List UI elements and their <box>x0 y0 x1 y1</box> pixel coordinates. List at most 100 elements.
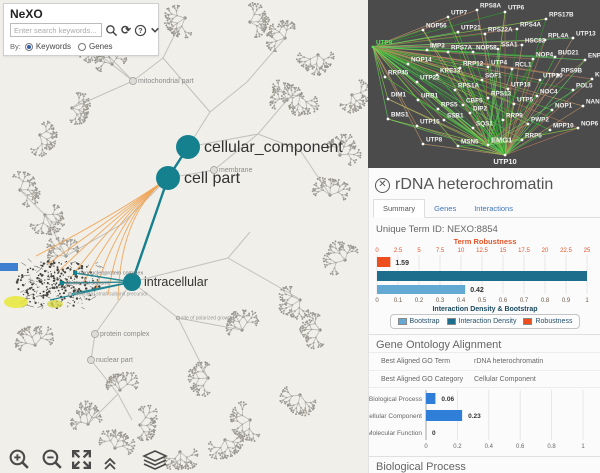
gene-node[interactable]: RRP9 <box>501 113 524 122</box>
search-icon[interactable] <box>105 24 118 37</box>
gene-node[interactable]: NOP1 <box>550 103 573 112</box>
gene-node[interactable]: PWP2 <box>526 117 550 126</box>
gene-node[interactable]: SOF1 <box>480 73 502 82</box>
gene-node[interactable]: UTP4 <box>486 60 508 69</box>
gene-node[interactable]: RPS13 <box>486 91 512 100</box>
gene-node[interactable]: RPS22A <box>483 27 513 36</box>
gene-label: DIM1 <box>391 92 407 99</box>
gene-node[interactable]: KRR1 <box>590 72 600 81</box>
gene-node[interactable]: MPP10 <box>548 123 575 132</box>
gene-node[interactable]: RRP12 <box>458 61 484 70</box>
gene-node[interactable]: RPS9B <box>556 68 583 77</box>
gene-node[interactable]: RPS17B <box>544 12 574 21</box>
ontology-node[interactable]: membrane <box>210 166 253 175</box>
fit-to-screen-icon[interactable] <box>70 448 93 473</box>
close-icon[interactable]: ✕ <box>375 177 390 193</box>
gene-label: SSA1 <box>501 42 518 49</box>
gene-node[interactable]: UTP18 <box>506 82 531 91</box>
ontology-node[interactable]: ribosomal small subunit precursor <box>67 292 148 298</box>
ontology-node[interactable]: cell part <box>156 166 241 190</box>
legend-swatch <box>397 318 407 325</box>
gene-node[interactable]: UTP15 <box>415 119 440 128</box>
gene-node[interactable]: NOP4 <box>531 52 554 61</box>
tab-genes[interactable]: Genes <box>434 204 457 213</box>
gene-node[interactable]: RCL1 <box>510 62 532 71</box>
gene-node[interactable]: DIP2 <box>468 106 488 115</box>
ontology-node[interactable]: intracellular <box>123 273 208 291</box>
gene-node[interactable]: NOC4 <box>535 89 558 98</box>
gene-node[interactable]: NOP56 <box>421 23 448 32</box>
gene-node[interactable]: UTP22 <box>415 75 440 84</box>
ontology-node[interactable]: ribosomal subunit <box>60 281 110 287</box>
ontology-network: mitochondrial part cellular_componentmemb… <box>0 2 368 471</box>
gene-node[interactable]: HSC82 <box>520 38 546 47</box>
gene-label: RPS22A <box>488 27 513 34</box>
zoom-out-icon[interactable] <box>41 448 64 473</box>
gene-node[interactable]: RRP5 <box>520 133 543 142</box>
gene-label: DIP2 <box>473 106 487 113</box>
gene-node[interactable]: SSB1 <box>442 113 464 122</box>
tab-summary[interactable]: Summary <box>373 199 426 218</box>
gene-node[interactable]: UTP7 <box>446 10 468 19</box>
gene-node[interactable]: RPS4A <box>515 22 542 31</box>
gene-node[interactable]: RPS5 <box>436 102 458 111</box>
ontology-node-label: cellular_component <box>204 139 343 156</box>
gene-node[interactable]: SSA1 <box>496 42 518 51</box>
gene-node[interactable]: DIM1 <box>386 92 407 101</box>
collapse-icon[interactable] <box>103 457 117 473</box>
refresh-icon[interactable]: ⟳ <box>121 23 132 37</box>
gene-node[interactable]: MSN5 <box>456 139 479 148</box>
gene-node[interactable]: BMS1 <box>386 112 409 121</box>
gene-node[interactable]: NOP6 <box>576 121 599 130</box>
gene-node[interactable]: NOP58 <box>471 45 498 54</box>
go-row-label: Best Aligned GO Category <box>381 375 464 383</box>
ontology-node[interactable]: cellular_component <box>176 135 343 159</box>
gene-node[interactable]: KRE33 <box>435 68 461 77</box>
gene-node[interactable]: RRP45 <box>383 70 409 79</box>
gene-node[interactable]: UTP13 <box>571 31 596 40</box>
tab-interactions[interactable]: Interactions <box>474 204 513 213</box>
ontology-node[interactable]: ribonucleoprotein complex <box>73 271 143 277</box>
gene-node[interactable]: EMG1 <box>486 136 513 147</box>
gene-node[interactable]: IMP3 <box>425 43 446 52</box>
radio-genes[interactable] <box>77 42 86 51</box>
gene-node[interactable]: POL5 <box>571 83 593 92</box>
gene-node[interactable]: UTP20 <box>538 73 563 82</box>
gene-node[interactable]: UTP21 <box>456 25 481 34</box>
gene-label: RPS1A <box>458 83 479 90</box>
gene-network-panel[interactable]: UTP7 RPS8A UTP6 RPS17B NOP56 UTP21 RPS22A RPS4A… <box>368 0 600 168</box>
gene-node[interactable]: UTP10 <box>493 153 517 166</box>
ontology-node[interactable]: nuclear part <box>87 356 134 365</box>
ontology-node[interactable]: site of polarized growth <box>175 316 233 322</box>
gene-node[interactable]: UTP9 <box>371 40 393 49</box>
gene-label: UTP7 <box>451 10 468 17</box>
gene-node[interactable]: RPS1A <box>453 83 480 92</box>
gene-label: NOP14 <box>411 57 432 64</box>
gene-node[interactable]: UTP8 <box>421 137 443 146</box>
gene-node[interactable]: URB1 <box>416 93 439 102</box>
ontology-node[interactable]: mitochondrial part <box>129 77 194 86</box>
help-icon[interactable]: ? <box>134 24 147 37</box>
gene-node[interactable]: RPS8A <box>475 3 502 12</box>
gene-label: UTP21 <box>461 25 481 32</box>
gene-node[interactable]: ENP1 <box>583 53 600 62</box>
gene-node[interactable]: RPL4A <box>543 33 569 42</box>
gene-node[interactable]: NAN1 <box>581 99 600 108</box>
search-input[interactable] <box>10 23 102 37</box>
search-panel: NeXO ⟳ ? By: Keywords Genes <box>3 3 159 56</box>
ontology-node[interactable]: protein complex <box>91 330 150 339</box>
chevron-down-icon[interactable] <box>150 25 160 35</box>
gene-node[interactable]: SQS1 <box>471 121 494 130</box>
gene-node[interactable]: CBF5 <box>461 98 483 107</box>
gene-node[interactable]: UTP5 <box>512 97 534 106</box>
gene-node[interactable]: NOP14 <box>406 57 433 66</box>
radio-keywords[interactable] <box>24 42 33 51</box>
gene-label: CBF5 <box>466 98 483 105</box>
zoom-in-icon[interactable] <box>8 448 31 473</box>
gene-node[interactable]: RPS7A <box>446 45 473 54</box>
gene-node[interactable]: BUD21 <box>553 50 580 59</box>
gene-node[interactable]: UTP6 <box>503 5 525 14</box>
gene-label: RRP9 <box>506 113 523 120</box>
layers-icon[interactable] <box>142 450 168 473</box>
